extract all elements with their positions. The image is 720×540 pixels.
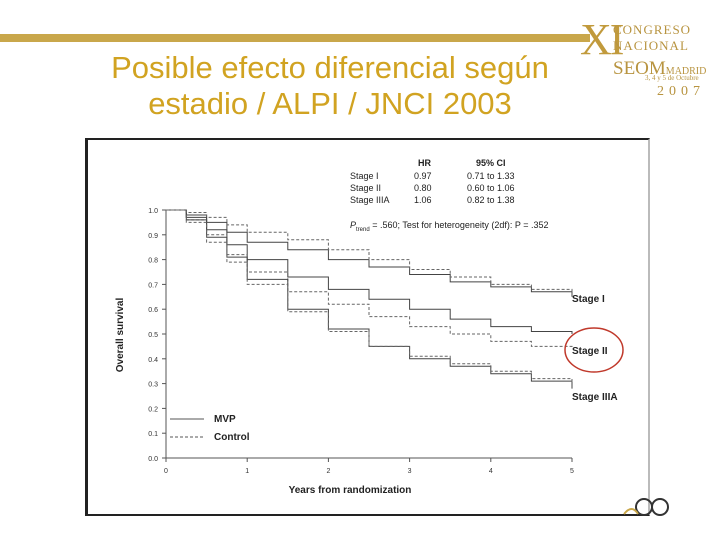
survival-chart-svg: 0 1 2 3 4 50.00.10.20.30.40.50.60.70.80.91.0 … [115, 158, 624, 496]
footnote-rest: = .560; Test for heterogeneity (2df): P … [370, 220, 549, 230]
x-tick-label: 3 [408, 468, 412, 475]
x-axis-label: Years from randomization [289, 485, 412, 496]
legend-control-label: Control [214, 432, 250, 443]
y-tick-label: 0.1 [148, 431, 158, 438]
table-footnote: Ptrend = .560; Test for heterogeneity (2… [350, 220, 549, 233]
table-row3-hr: 1.06 [414, 195, 432, 205]
logo-madrid: MADRID [665, 66, 707, 77]
table-row1-stage: Stage I [350, 171, 379, 181]
y-tick-label: 0.6 [148, 307, 158, 314]
x-tick-label: 0 [164, 468, 168, 475]
logo-dates: 3, 4 y 5 de Octubre [645, 74, 699, 82]
slide-title-line1: Posible efecto diferencial según [111, 50, 549, 85]
highlight-circle [564, 327, 624, 373]
y-tick-label: 0.3 [148, 382, 158, 389]
logo-line1: CONGRESO [613, 22, 692, 37]
y-tick-label: 0.4 [148, 357, 158, 364]
chart-axes: 0 1 2 3 4 5 0.0 0.1 0.2 0.3 0.4 0.5 0.6 0.7 0.8 0.9 1.0 [148, 208, 574, 475]
table-row2-hr: 0.80 [414, 183, 432, 193]
curve-labels: Stage I Stage II Stage IIIA [564, 294, 624, 403]
survival-curve-stage-iiia-control [166, 209, 573, 384]
chart-legend: MVP Control [170, 414, 250, 443]
table-row2-ci: 0.60 to 1.06 [467, 183, 515, 193]
x-tick-label: 5 [570, 468, 574, 475]
y-tick-label: 0.2 [148, 406, 158, 413]
table-row3-stage: Stage IIIA [350, 195, 390, 205]
legend-mvp-label: MVP [214, 414, 236, 425]
table-row3-ci: 0.82 to 1.38 [467, 195, 515, 205]
table-row1-hr: 0.97 [414, 171, 432, 181]
logo-line3: SEOMMADRID [613, 58, 706, 80]
y-tick-label: 0.5 [148, 332, 158, 339]
curve-label-stage2: Stage II [572, 346, 608, 357]
curve-label-stage1: Stage I [572, 294, 605, 305]
x-tick-label: 2 [326, 468, 330, 475]
corner-logo-icon [623, 498, 669, 516]
x-tick-label: 1 [245, 468, 249, 475]
footnote-trend: trend [356, 227, 370, 233]
chart-curves [166, 209, 573, 389]
table-header-hr: HR [418, 158, 431, 168]
survival-chart: 0 1 2 3 4 5 0.0 0.1 0.2 0.3 0.4 0.5 0.6 0.7 0.8 0.9 1.0 … [85, 138, 650, 516]
table-row2-stage: Stage II [350, 183, 381, 193]
logo-seom: SEOM [613, 58, 666, 79]
curve-label-stage3a: Stage IIIA [572, 392, 618, 403]
logo-numeral: XI [580, 15, 624, 64]
hr-table: HR 95% CI Stage I 0.97 0.71 to 1.33 Stag… [350, 158, 549, 233]
logo-line2: NACIONAL [613, 38, 689, 53]
footnote-p: P [350, 220, 356, 230]
header-bar [0, 34, 590, 42]
y-tick-label: 0.8 [148, 258, 158, 265]
slide-title-line2: estadio / ALPI / JNCI 2003 [148, 86, 512, 121]
y-tick-label: 0.7 [148, 282, 158, 289]
table-header-ci: 95% CI [476, 158, 506, 168]
x-tick-label: 4 [489, 468, 493, 475]
congress-logo: XI CONGRESO NACIONAL SEOMMADRID 3, 4 y 5… [575, 8, 715, 108]
slide-title: Posible efecto diferencial según estadio… [70, 50, 590, 122]
y-tick-label: 0.0 [148, 456, 158, 463]
table-row1-ci: 0.71 to 1.33 [467, 171, 515, 181]
y-axis-label: Overall survival [115, 298, 126, 373]
y-tick-label: 0.9 [148, 233, 158, 240]
y-tick-label: 1.0 [148, 208, 158, 215]
logo-year: 2007 [657, 84, 705, 99]
